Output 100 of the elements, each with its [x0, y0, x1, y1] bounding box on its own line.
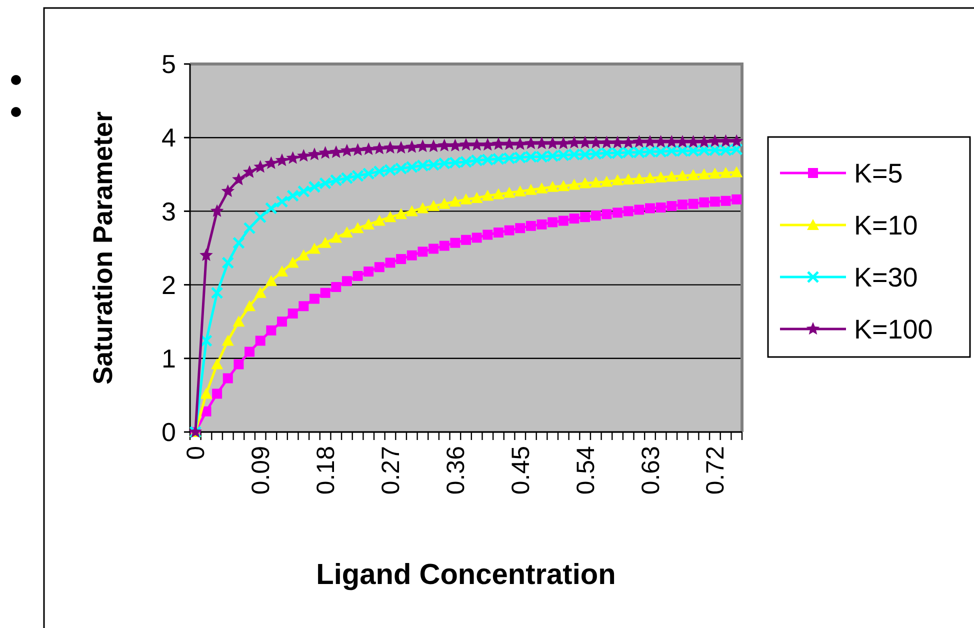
- point: [288, 308, 298, 319]
- point: [687, 169, 700, 180]
- point: [590, 176, 602, 188]
- point: [374, 262, 384, 272]
- point: [558, 216, 568, 226]
- point: [546, 136, 560, 150]
- point: [298, 301, 309, 312]
- point: [600, 136, 614, 148]
- point: [286, 151, 300, 164]
- point: [645, 203, 655, 214]
- point: [200, 248, 213, 262]
- y-tick-label: 5: [162, 49, 176, 80]
- point: [331, 282, 342, 292]
- point: [622, 174, 634, 185]
- point: [416, 202, 429, 214]
- x-tick-label: 0.54: [572, 446, 600, 495]
- point: [720, 196, 731, 206]
- point: [634, 204, 644, 215]
- point: [515, 223, 526, 234]
- point: [698, 168, 710, 180]
- point: [255, 336, 266, 346]
- point: [222, 373, 233, 384]
- point: [340, 144, 354, 157]
- y-tick-label: 1: [162, 344, 176, 374]
- point: [676, 170, 688, 181]
- point: [232, 316, 245, 327]
- point: [472, 232, 482, 243]
- point: [732, 194, 742, 204]
- point: [319, 236, 332, 248]
- point: [557, 180, 570, 192]
- point: [676, 135, 690, 148]
- point: [265, 275, 278, 286]
- point: [480, 138, 494, 151]
- point: [266, 325, 276, 336]
- point: [438, 198, 450, 209]
- y-tick-label: 0: [162, 417, 176, 448]
- point: [330, 232, 342, 243]
- point: [579, 177, 592, 188]
- point: [416, 139, 430, 152]
- point: [396, 254, 406, 264]
- point: [395, 208, 408, 220]
- x-tick-label: 0.63: [636, 446, 665, 495]
- point: [460, 193, 472, 204]
- point: [656, 202, 666, 213]
- point: [492, 137, 506, 150]
- legend-label: K=5: [854, 158, 903, 188]
- point: [243, 222, 256, 234]
- point: [254, 210, 267, 224]
- point: [352, 270, 363, 281]
- point: [666, 170, 678, 182]
- point: [708, 168, 721, 179]
- point: [275, 153, 289, 166]
- legend-label: K=10: [854, 210, 918, 240]
- point: [664, 135, 678, 148]
- point: [633, 172, 646, 184]
- point: [232, 236, 245, 250]
- point: [405, 140, 419, 153]
- point: [503, 186, 516, 198]
- point: [459, 138, 473, 151]
- point: [730, 166, 743, 178]
- point: [470, 138, 484, 151]
- point: [502, 137, 516, 150]
- point: [568, 136, 581, 148]
- point: [536, 219, 547, 230]
- x-tick-label: 0.36: [442, 446, 470, 495]
- point: [362, 142, 376, 156]
- point: [298, 249, 310, 260]
- point: [461, 234, 471, 245]
- point: [644, 172, 656, 184]
- point: [556, 136, 570, 150]
- point: [526, 220, 536, 231]
- point: [590, 210, 601, 221]
- point: [448, 138, 462, 152]
- point: [699, 197, 710, 208]
- point: [318, 146, 332, 159]
- point: [654, 171, 667, 182]
- point: [493, 228, 504, 238]
- legend-label: K=30: [854, 262, 918, 292]
- point: [428, 200, 440, 212]
- point: [372, 142, 386, 154]
- y-axis-title: Saturation Parameter: [88, 110, 118, 385]
- x-tick-label: 0.72: [702, 446, 730, 495]
- point: [426, 139, 440, 152]
- point: [406, 205, 418, 216]
- point: [200, 388, 212, 399]
- point: [623, 206, 634, 216]
- point: [385, 258, 396, 268]
- point: [492, 188, 504, 200]
- point: [654, 135, 668, 148]
- point: [242, 165, 256, 178]
- point: [470, 192, 483, 203]
- y-tick-label: 3: [162, 196, 176, 226]
- point: [320, 288, 330, 298]
- point: [222, 334, 234, 346]
- point: [482, 190, 494, 201]
- point: [524, 136, 538, 150]
- point: [504, 225, 514, 236]
- point: [277, 316, 287, 327]
- point: [708, 134, 722, 147]
- point: [264, 202, 278, 215]
